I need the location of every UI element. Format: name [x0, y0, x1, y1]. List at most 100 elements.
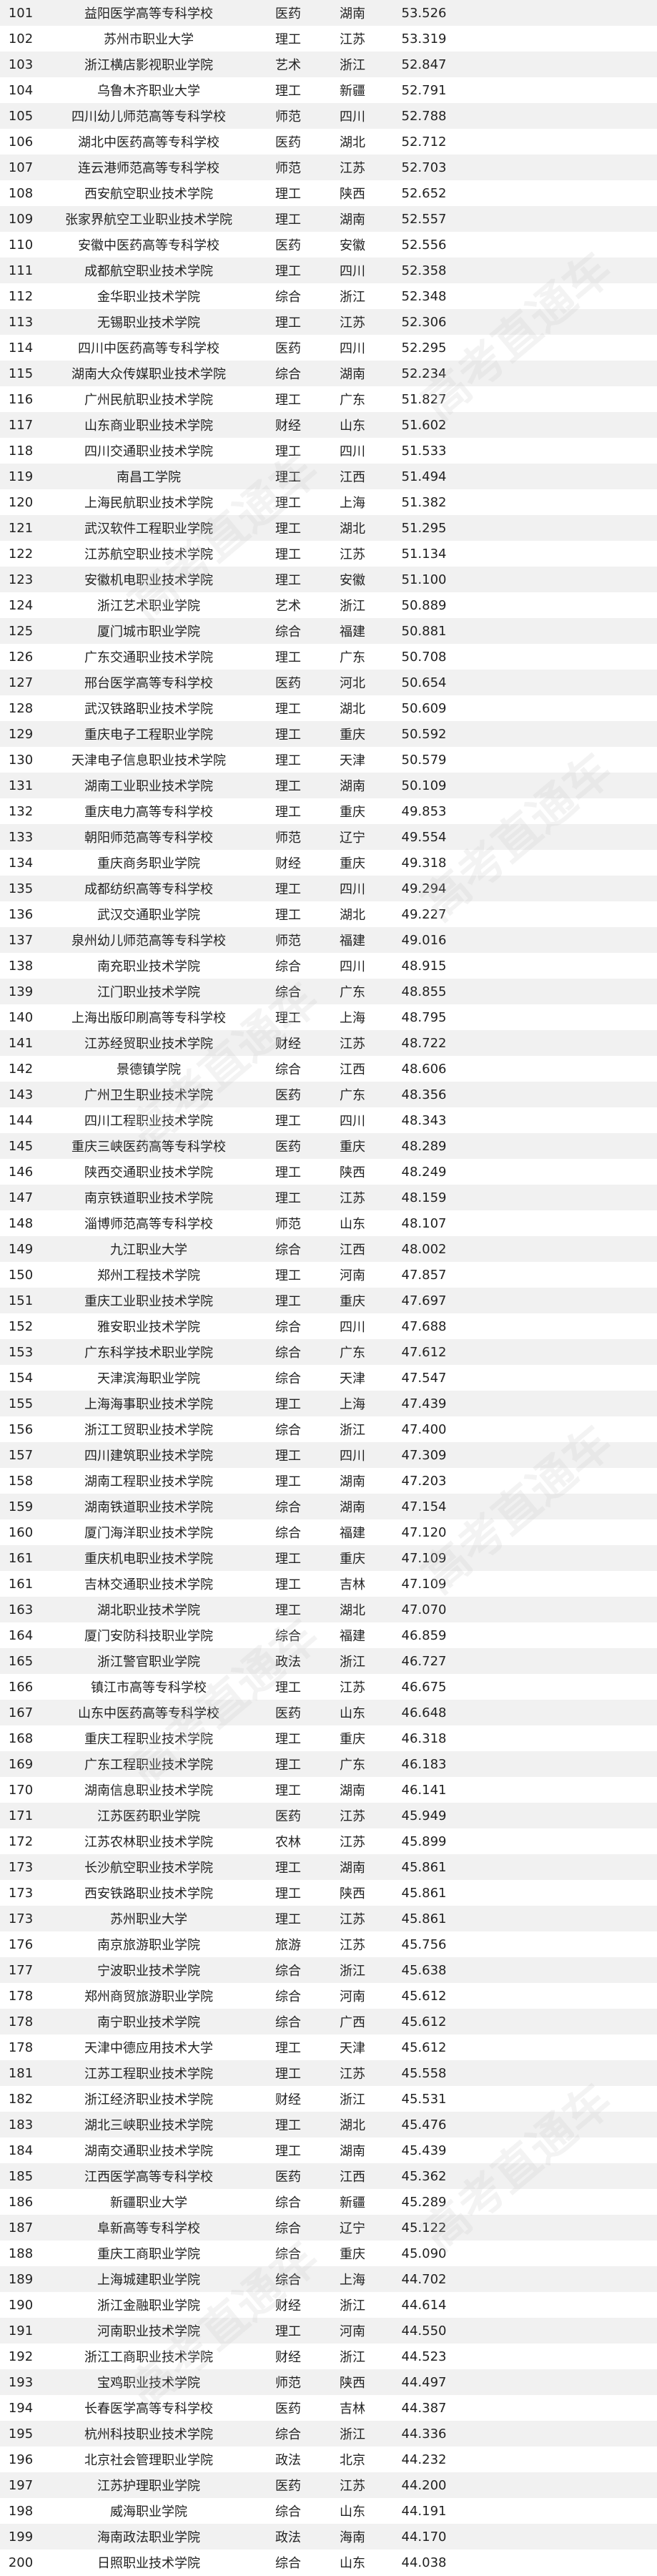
table-row: 181 江苏工程职业技术学院 理工 江苏 45.558	[0, 2060, 657, 2086]
type-cell: 综合	[275, 1500, 301, 1515]
province-cell: 辽宁	[340, 2221, 365, 2236]
type-cell: 财经	[275, 856, 301, 871]
score-cell: 52.556	[401, 237, 447, 253]
province-cell: 湖南	[340, 212, 365, 227]
school-name-cell: 张家界航空工业职业技术学院	[65, 212, 232, 227]
type-cell: 理工	[275, 1474, 301, 1489]
school-name-cell: 新疆职业大学	[110, 2195, 187, 2210]
rank-cell: 187	[8, 2220, 34, 2235]
rank-cell: 184	[8, 2142, 34, 2158]
school-name-cell: 泉州幼儿师范高等专科学校	[71, 934, 226, 949]
table-row: 136 武汉交通职业学院 理工 湖北 49.227	[0, 901, 657, 927]
province-cell: 浙江	[340, 2298, 365, 2313]
rank-cell: 178	[8, 2014, 34, 2029]
score-cell: 52.295	[401, 340, 447, 356]
table-row: 126 广东交通职业技术学院 理工 广东 50.708	[0, 644, 657, 670]
type-cell: 理工	[275, 1912, 301, 1927]
school-name-cell: 益阳医学高等专科学校	[84, 6, 213, 21]
table-row: 118 四川交通职业技术学院 理工 四川 51.533	[0, 438, 657, 464]
rank-cell: 114	[8, 340, 34, 356]
rank-cell: 132	[8, 803, 34, 819]
table-row: 192 浙江工商职业技术学院 财经 浙江 44.523	[0, 2344, 657, 2369]
province-cell: 广东	[340, 1346, 365, 1361]
school-name-cell: 长春医学高等专科学校	[84, 2401, 213, 2416]
score-cell: 44.702	[401, 2271, 447, 2287]
table-row: 109 张家界航空工业职业技术学院 理工 湖南 52.557	[0, 206, 657, 232]
type-cell: 综合	[275, 1062, 301, 1077]
table-row: 195 杭州科技职业技术学院 综合 浙江 44.336	[0, 2421, 657, 2447]
score-cell: 44.232	[401, 2452, 447, 2467]
type-cell: 理工	[275, 2144, 301, 2159]
province-cell: 湖南	[340, 1783, 365, 1798]
school-name-cell: 江苏航空职业技术学院	[84, 547, 213, 562]
rank-cell: 176	[8, 1936, 34, 1952]
province-cell: 湖南	[340, 1861, 365, 1876]
rank-cell: 136	[8, 906, 34, 922]
school-name-cell: 广东工程职业技术学院	[84, 1758, 213, 1773]
school-name-cell: 北京社会管理职业学院	[84, 2453, 213, 2468]
school-name-cell: 南京旅游职业学院	[97, 1938, 200, 1953]
school-name-cell: 景德镇学院	[117, 1062, 181, 1077]
type-cell: 医药	[275, 1088, 301, 1103]
table-row: 105 四川幼儿师范高等专科学校 师范 四川 52.788	[0, 103, 657, 129]
rank-cell: 163	[8, 1602, 34, 1617]
table-row: 197 江苏护理职业学院 医药 江苏 44.200	[0, 2472, 657, 2498]
province-cell: 广东	[340, 1758, 365, 1773]
rank-cell: 138	[8, 958, 34, 974]
school-name-cell: 广州卫生职业技术学院	[84, 1088, 213, 1103]
school-name-cell: 安徽中医药高等专科学校	[78, 238, 219, 253]
type-cell: 艺术	[275, 599, 301, 614]
score-cell: 45.558	[401, 2065, 447, 2081]
score-cell: 45.899	[401, 1833, 447, 1849]
score-cell: 48.343	[401, 1112, 447, 1128]
rank-cell: 115	[8, 366, 34, 381]
school-name-cell: 重庆三峡医药高等专科学校	[71, 1140, 226, 1155]
province-cell: 上海	[340, 1397, 365, 1412]
school-name-cell: 江门职业技术学院	[97, 985, 200, 1000]
rank-cell: 128	[8, 700, 34, 716]
rank-cell: 165	[8, 1653, 34, 1669]
score-cell: 48.159	[401, 1190, 447, 1205]
type-cell: 综合	[275, 1371, 301, 1386]
school-name-cell: 南充职业技术学院	[97, 959, 200, 974]
province-cell: 山东	[340, 418, 365, 434]
type-cell: 理工	[275, 2118, 301, 2133]
province-cell: 江苏	[340, 1680, 365, 1695]
school-name-cell: 威海职业学院	[110, 2504, 187, 2519]
type-cell: 财经	[275, 2350, 301, 2365]
rank-cell: 112	[8, 288, 34, 304]
rank-cell: 103	[8, 57, 34, 72]
table-row: 117 山东商业职业技术学院 财经 山东 51.602	[0, 412, 657, 438]
table-row: 104 乌鲁木齐职业大学 理工 新疆 52.791	[0, 77, 657, 103]
score-cell: 53.319	[401, 31, 447, 46]
school-name-cell: 上海城建职业学院	[97, 2273, 200, 2288]
province-cell: 重庆	[340, 728, 365, 743]
table-row: 139 江门职业技术学院 综合 广东 48.855	[0, 979, 657, 1004]
rank-cell: 173	[8, 1859, 34, 1875]
table-row: 199 海南政法职业学院 政法 海南 44.170	[0, 2524, 657, 2550]
school-name-cell: 江苏经贸职业技术学院	[84, 1037, 213, 1052]
score-cell: 45.362	[401, 2168, 447, 2184]
score-cell: 47.109	[401, 1576, 447, 1592]
type-cell: 综合	[275, 1989, 301, 2004]
province-cell: 重庆	[340, 1732, 365, 1747]
rank-cell: 123	[8, 572, 34, 587]
province-cell: 浙江	[340, 1423, 365, 1438]
table-row: 160 厦门海洋职业技术学院 综合 福建 47.120	[0, 1519, 657, 1545]
table-row: 172 江苏农林职业技术学院 农林 江苏 45.899	[0, 1828, 657, 1854]
province-cell: 浙江	[340, 599, 365, 614]
score-cell: 53.526	[401, 5, 447, 21]
rank-cell: 141	[8, 1035, 34, 1051]
score-cell: 45.289	[401, 2194, 447, 2210]
score-cell: 49.554	[401, 829, 447, 845]
type-cell: 综合	[275, 367, 301, 382]
rank-cell: 108	[8, 185, 34, 201]
type-cell: 理工	[275, 573, 301, 588]
rank-cell: 143	[8, 1087, 34, 1102]
type-cell: 综合	[275, 2247, 301, 2262]
table-row: 182 浙江经济职业技术学院 财经 浙江 45.531	[0, 2086, 657, 2112]
province-cell: 浙江	[340, 290, 365, 305]
rank-cell: 161	[8, 1576, 34, 1592]
rank-cell: 105	[8, 108, 34, 124]
province-cell: 安徽	[340, 573, 365, 588]
